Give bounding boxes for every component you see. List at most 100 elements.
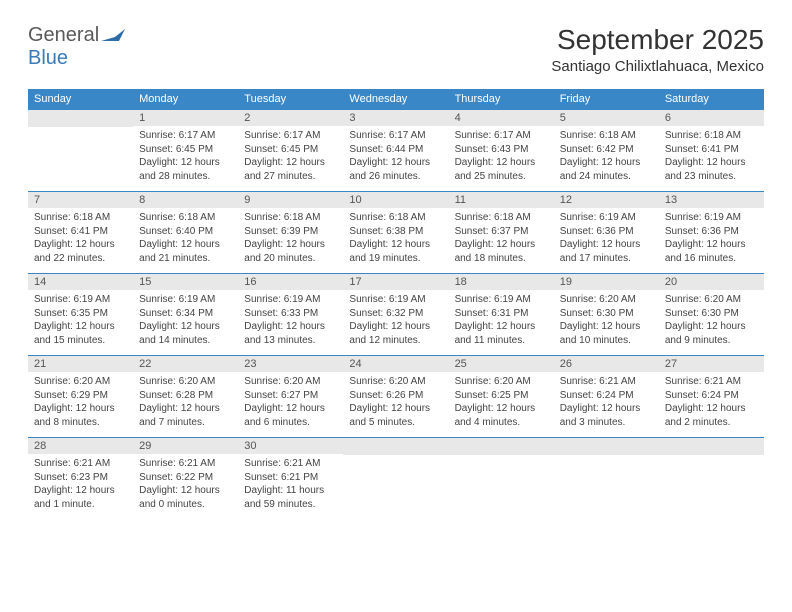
daylight-text: Daylight: 12 hours and 6 minutes. <box>244 402 337 429</box>
daylight-text: Daylight: 12 hours and 0 minutes. <box>139 484 232 511</box>
day-number: 30 <box>238 438 343 454</box>
empty-day-content <box>28 127 133 189</box>
day-number: 19 <box>554 274 659 290</box>
day-cell <box>28 110 133 192</box>
daylight-text: Daylight: 12 hours and 19 minutes. <box>349 238 442 265</box>
day-content: Sunrise: 6:21 AMSunset: 6:23 PMDaylight:… <box>28 454 133 519</box>
day-cell <box>554 438 659 520</box>
day-cell: 15Sunrise: 6:19 AMSunset: 6:34 PMDayligh… <box>133 274 238 356</box>
daylight-text: Daylight: 12 hours and 3 minutes. <box>560 402 653 429</box>
day-cell <box>343 438 448 520</box>
day-cell: 12Sunrise: 6:19 AMSunset: 6:36 PMDayligh… <box>554 192 659 274</box>
day-cell: 23Sunrise: 6:20 AMSunset: 6:27 PMDayligh… <box>238 356 343 438</box>
day-cell: 30Sunrise: 6:21 AMSunset: 6:21 PMDayligh… <box>238 438 343 520</box>
day-cell: 26Sunrise: 6:21 AMSunset: 6:24 PMDayligh… <box>554 356 659 438</box>
day-content: Sunrise: 6:18 AMSunset: 6:40 PMDaylight:… <box>133 208 238 273</box>
day-cell: 10Sunrise: 6:18 AMSunset: 6:38 PMDayligh… <box>343 192 448 274</box>
sunrise-text: Sunrise: 6:20 AM <box>139 375 232 389</box>
day-cell <box>659 438 764 520</box>
sunset-text: Sunset: 6:41 PM <box>34 225 127 239</box>
sunrise-text: Sunrise: 6:19 AM <box>139 293 232 307</box>
sunset-text: Sunset: 6:42 PM <box>560 143 653 157</box>
sunset-text: Sunset: 6:43 PM <box>455 143 548 157</box>
day-content: Sunrise: 6:17 AMSunset: 6:45 PMDaylight:… <box>133 126 238 191</box>
day-cell: 7Sunrise: 6:18 AMSunset: 6:41 PMDaylight… <box>28 192 133 274</box>
sunset-text: Sunset: 6:38 PM <box>349 225 442 239</box>
day-number: 15 <box>133 274 238 290</box>
sunrise-text: Sunrise: 6:21 AM <box>560 375 653 389</box>
sunset-text: Sunset: 6:32 PM <box>349 307 442 321</box>
day-header: Thursday <box>449 89 554 110</box>
day-content: Sunrise: 6:19 AMSunset: 6:36 PMDaylight:… <box>554 208 659 273</box>
day-content: Sunrise: 6:18 AMSunset: 6:41 PMDaylight:… <box>28 208 133 273</box>
empty-day-number <box>343 438 448 455</box>
sunrise-text: Sunrise: 6:21 AM <box>665 375 758 389</box>
sunset-text: Sunset: 6:26 PM <box>349 389 442 403</box>
sunset-text: Sunset: 6:28 PM <box>139 389 232 403</box>
daylight-text: Daylight: 12 hours and 8 minutes. <box>34 402 127 429</box>
day-number: 12 <box>554 192 659 208</box>
sunset-text: Sunset: 6:23 PM <box>34 471 127 485</box>
daylight-text: Daylight: 12 hours and 13 minutes. <box>244 320 337 347</box>
sunrise-text: Sunrise: 6:18 AM <box>349 211 442 225</box>
sunset-text: Sunset: 6:31 PM <box>455 307 548 321</box>
sunset-text: Sunset: 6:24 PM <box>560 389 653 403</box>
day-content: Sunrise: 6:21 AMSunset: 6:24 PMDaylight:… <box>554 372 659 437</box>
day-number: 3 <box>343 110 448 126</box>
day-content: Sunrise: 6:20 AMSunset: 6:29 PMDaylight:… <box>28 372 133 437</box>
daylight-text: Daylight: 12 hours and 28 minutes. <box>139 156 232 183</box>
sunrise-text: Sunrise: 6:18 AM <box>34 211 127 225</box>
day-content: Sunrise: 6:18 AMSunset: 6:39 PMDaylight:… <box>238 208 343 273</box>
daylight-text: Daylight: 12 hours and 16 minutes. <box>665 238 758 265</box>
day-content: Sunrise: 6:20 AMSunset: 6:25 PMDaylight:… <box>449 372 554 437</box>
day-cell: 13Sunrise: 6:19 AMSunset: 6:36 PMDayligh… <box>659 192 764 274</box>
day-number: 20 <box>659 274 764 290</box>
day-content: Sunrise: 6:21 AMSunset: 6:21 PMDaylight:… <box>238 454 343 519</box>
sunrise-text: Sunrise: 6:17 AM <box>139 129 232 143</box>
calendar-week-row: 1Sunrise: 6:17 AMSunset: 6:45 PMDaylight… <box>28 110 764 192</box>
day-cell: 20Sunrise: 6:20 AMSunset: 6:30 PMDayligh… <box>659 274 764 356</box>
sunrise-text: Sunrise: 6:20 AM <box>244 375 337 389</box>
day-content: Sunrise: 6:17 AMSunset: 6:44 PMDaylight:… <box>343 126 448 191</box>
day-header: Friday <box>554 89 659 110</box>
day-content: Sunrise: 6:19 AMSunset: 6:32 PMDaylight:… <box>343 290 448 355</box>
sunrise-text: Sunrise: 6:17 AM <box>349 129 442 143</box>
day-header: Saturday <box>659 89 764 110</box>
day-number: 26 <box>554 356 659 372</box>
day-number: 8 <box>133 192 238 208</box>
day-content: Sunrise: 6:21 AMSunset: 6:24 PMDaylight:… <box>659 372 764 437</box>
day-number: 11 <box>449 192 554 208</box>
daylight-text: Daylight: 11 hours and 59 minutes. <box>244 484 337 511</box>
sunrise-text: Sunrise: 6:17 AM <box>455 129 548 143</box>
day-cell: 14Sunrise: 6:19 AMSunset: 6:35 PMDayligh… <box>28 274 133 356</box>
day-cell: 25Sunrise: 6:20 AMSunset: 6:25 PMDayligh… <box>449 356 554 438</box>
sunset-text: Sunset: 6:45 PM <box>139 143 232 157</box>
day-cell: 27Sunrise: 6:21 AMSunset: 6:24 PMDayligh… <box>659 356 764 438</box>
calendar-week-row: 14Sunrise: 6:19 AMSunset: 6:35 PMDayligh… <box>28 274 764 356</box>
daylight-text: Daylight: 12 hours and 2 minutes. <box>665 402 758 429</box>
day-cell: 5Sunrise: 6:18 AMSunset: 6:42 PMDaylight… <box>554 110 659 192</box>
sunrise-text: Sunrise: 6:20 AM <box>560 293 653 307</box>
sunset-text: Sunset: 6:36 PM <box>560 225 653 239</box>
day-content: Sunrise: 6:20 AMSunset: 6:26 PMDaylight:… <box>343 372 448 437</box>
day-cell: 28Sunrise: 6:21 AMSunset: 6:23 PMDayligh… <box>28 438 133 520</box>
day-header: Wednesday <box>343 89 448 110</box>
logo: General Blue <box>28 24 125 70</box>
day-cell <box>449 438 554 520</box>
day-number: 27 <box>659 356 764 372</box>
header: General Blue September 2025 Santiago Chi… <box>28 24 764 75</box>
day-content: Sunrise: 6:21 AMSunset: 6:22 PMDaylight:… <box>133 454 238 519</box>
day-number: 6 <box>659 110 764 126</box>
day-cell: 29Sunrise: 6:21 AMSunset: 6:22 PMDayligh… <box>133 438 238 520</box>
day-number: 28 <box>28 438 133 454</box>
sunset-text: Sunset: 6:24 PM <box>665 389 758 403</box>
day-cell: 1Sunrise: 6:17 AMSunset: 6:45 PMDaylight… <box>133 110 238 192</box>
sunset-text: Sunset: 6:22 PM <box>139 471 232 485</box>
sunset-text: Sunset: 6:30 PM <box>665 307 758 321</box>
location: Santiago Chilixtlahuaca, Mexico <box>551 58 764 75</box>
empty-day-content <box>659 455 764 517</box>
day-content: Sunrise: 6:18 AMSunset: 6:38 PMDaylight:… <box>343 208 448 273</box>
daylight-text: Daylight: 12 hours and 25 minutes. <box>455 156 548 183</box>
sunset-text: Sunset: 6:41 PM <box>665 143 758 157</box>
day-number: 21 <box>28 356 133 372</box>
